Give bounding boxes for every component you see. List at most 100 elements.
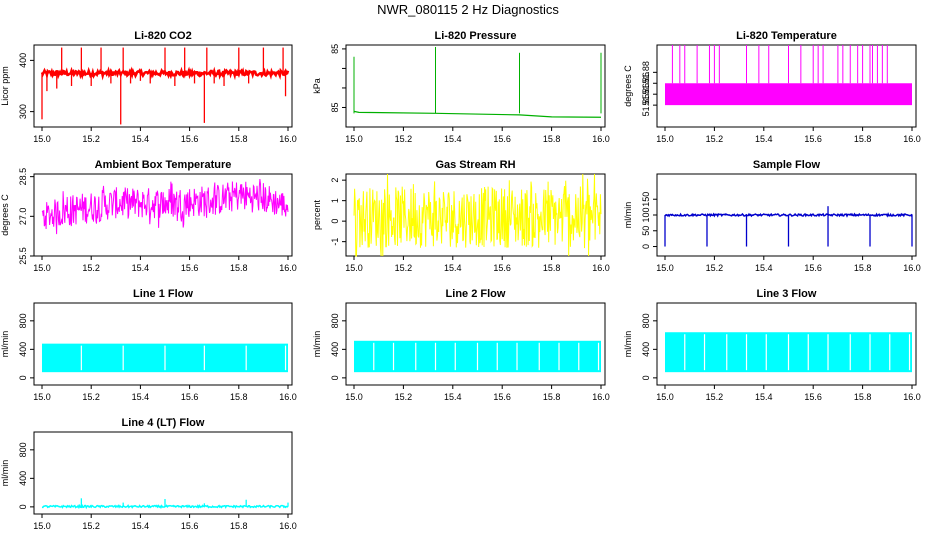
x-tick-label: 15.6 xyxy=(181,263,199,273)
x-tick-label: 16.0 xyxy=(592,392,610,402)
data-series-Temperature xyxy=(665,45,912,106)
x-tick-label: 15.2 xyxy=(395,263,413,273)
x-tick-label: 15.2 xyxy=(82,392,100,402)
y-axis-label: ml/min xyxy=(0,331,10,358)
y-tick-label: 100 xyxy=(641,207,651,222)
x-tick-label: 15.6 xyxy=(181,521,199,531)
y-axis-label: ml/min xyxy=(0,460,10,487)
chart-panel-4: Ambient Box Temperature degrees C 15.0 15.2… xyxy=(0,159,297,273)
chart-title: Line 1 Flow xyxy=(133,288,193,300)
x-tick-label: 16.0 xyxy=(279,134,297,144)
figure-title: NWR_080115 2 Hz Diagnostics xyxy=(377,2,559,17)
x-tick-label: 15.4 xyxy=(755,392,773,402)
x-tick-label: 15.4 xyxy=(132,392,150,402)
y-tick-label: 2 xyxy=(330,178,340,183)
x-tick-label: 15.0 xyxy=(33,392,51,402)
chart-panel-6: Sample Flow ml/min 15.0 15.2 15.4 15.6 15.8 16.… xyxy=(623,159,921,273)
x-tick-label: 16.0 xyxy=(592,263,610,273)
plot-frame xyxy=(345,44,606,128)
y-tick-label: 0 xyxy=(18,375,28,380)
x-tick-label: 15.6 xyxy=(493,134,511,144)
y-axis: 0 400 800 xyxy=(18,442,34,509)
x-tick-label: 15.6 xyxy=(493,263,511,273)
x-tick-label: 15.0 xyxy=(656,392,674,402)
data-series-CO2 xyxy=(40,47,290,125)
plot-frame xyxy=(33,44,293,128)
x-axis: 15.0 15.2 15.4 15.6 15.8 16.0 xyxy=(345,385,610,402)
x-tick-label: 15.8 xyxy=(230,392,248,402)
chart-title: Gas Stream RH xyxy=(435,159,515,171)
x-axis: 15.0 15.2 15.4 15.6 15.8 16.0 xyxy=(656,385,921,402)
band-line xyxy=(353,173,602,257)
y-tick-label: 300 xyxy=(18,104,28,119)
data-series-Line3 xyxy=(665,332,912,373)
y-axis: -1 0 1 2 xyxy=(330,178,346,246)
chart-panel-2: Li-820 Pressure kPa 15.0 15.2 15.4 15.6 15.8 16… xyxy=(312,30,610,144)
y-axis: 85 85 xyxy=(330,44,346,112)
x-tick-label: 15.4 xyxy=(755,134,773,144)
data-series-Line4 xyxy=(41,498,289,510)
y-tick-label: 400 xyxy=(18,53,28,68)
x-tick-label: 15.8 xyxy=(543,263,561,273)
x-tick-label: 15.6 xyxy=(181,134,199,144)
x-tick-label: 15.8 xyxy=(230,134,248,144)
x-axis: 15.0 15.2 15.4 15.6 15.8 16.0 xyxy=(656,127,921,144)
y-tick-label: 0 xyxy=(330,219,340,224)
chart-title: Line 4 (LT) Flow xyxy=(122,417,205,429)
y-axis-label: Licor ppm xyxy=(0,66,10,106)
x-tick-label: 15.0 xyxy=(33,263,51,273)
y-tick-label: 85 xyxy=(330,44,340,54)
data-series-RH xyxy=(353,173,602,257)
plot-frame xyxy=(33,173,293,257)
chart-title: Li-820 Temperature xyxy=(736,30,837,42)
y-tick-label: 400 xyxy=(18,342,28,357)
x-axis: 15.0 15.2 15.4 15.6 15.8 16.0 xyxy=(33,514,297,531)
x-tick-label: 15.8 xyxy=(230,521,248,531)
y-tick-label: 50 xyxy=(641,226,651,236)
x-tick-label: 15.4 xyxy=(444,263,462,273)
plot-frame xyxy=(345,173,606,257)
y-axis-label: degrees C xyxy=(623,65,633,107)
x-tick-label: 15.8 xyxy=(230,263,248,273)
y-axis-label: kPa xyxy=(312,78,322,94)
x-axis: 15.0 15.2 15.4 15.6 15.8 16.0 xyxy=(345,127,610,144)
y-tick-label: 1 xyxy=(330,198,340,203)
x-tick-label: 15.6 xyxy=(181,392,199,402)
data-series-Line2 xyxy=(354,340,601,373)
y-tick-label: 0 xyxy=(641,375,651,380)
x-tick-label: 15.0 xyxy=(345,392,363,402)
x-axis: 15.0 15.2 15.4 15.6 15.8 16.0 xyxy=(656,256,921,273)
y-tick-label: -1 xyxy=(330,238,340,246)
plot-frame xyxy=(345,302,606,386)
x-tick-label: 15.6 xyxy=(804,263,822,273)
plot-frame xyxy=(33,302,293,386)
x-tick-label: 15.0 xyxy=(345,263,363,273)
x-axis: 15.0 15.2 15.4 15.6 15.8 16.0 xyxy=(33,127,297,144)
x-tick-label: 15.2 xyxy=(82,263,100,273)
x-tick-label: 16.0 xyxy=(592,134,610,144)
y-axis-label: percent xyxy=(312,199,322,230)
x-tick-label: 15.0 xyxy=(656,263,674,273)
y-tick-label: 800 xyxy=(18,442,28,457)
y-tick-label: 51.88 xyxy=(641,61,651,84)
x-tick-label: 15.4 xyxy=(444,134,462,144)
x-tick-label: 15.0 xyxy=(656,134,674,144)
x-tick-label: 16.0 xyxy=(279,392,297,402)
x-tick-label: 15.4 xyxy=(755,263,773,273)
x-tick-label: 15.6 xyxy=(493,392,511,402)
y-axis: 25.5 27.0 28.5 xyxy=(18,168,34,265)
chart-panel-8: Line 2 Flow ml/min 15.0 15.2 15.4 15.6 15.8 16.… xyxy=(312,288,610,402)
data-series-Pressure xyxy=(353,46,602,118)
plot-frame xyxy=(656,44,917,128)
chart-title: Line 2 Flow xyxy=(446,288,506,300)
x-tick-label: 15.4 xyxy=(444,392,462,402)
x-tick-label: 15.6 xyxy=(804,134,822,144)
x-tick-label: 15.8 xyxy=(543,134,561,144)
plot-frame xyxy=(33,431,293,515)
y-axis: 0 400 800 xyxy=(330,313,346,380)
x-tick-label: 15.6 xyxy=(804,392,822,402)
data-series-Ambient xyxy=(41,179,289,235)
